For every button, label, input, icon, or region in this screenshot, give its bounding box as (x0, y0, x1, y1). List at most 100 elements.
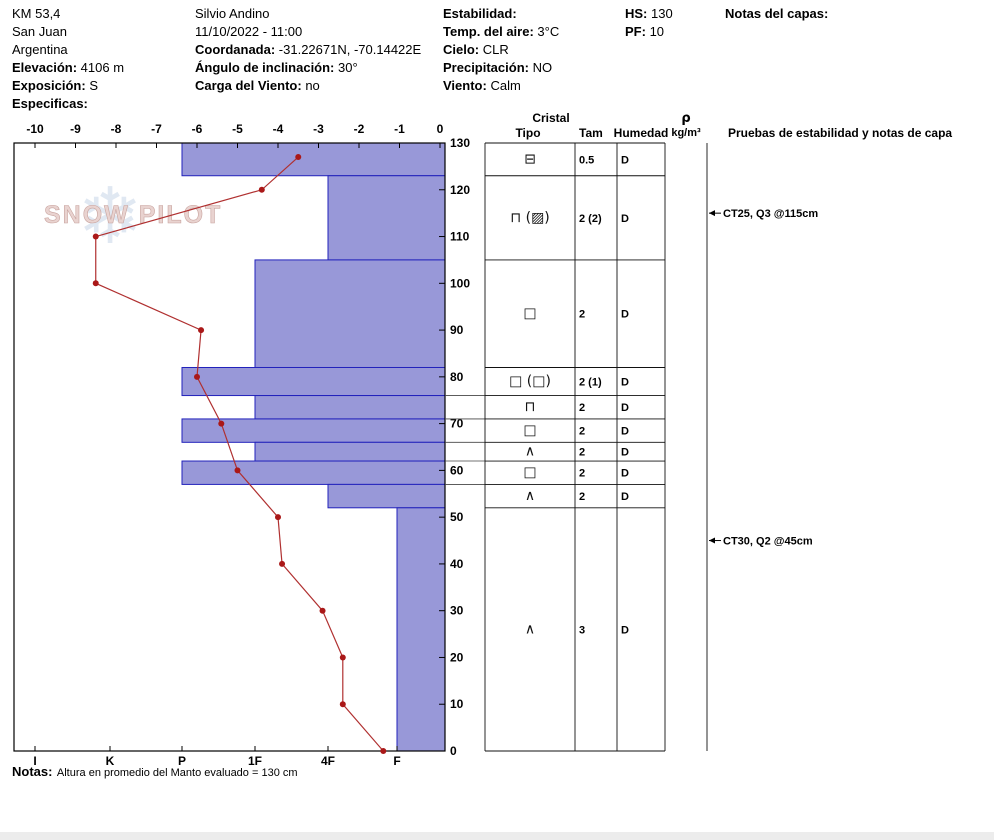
temp-tick-label: -2 (354, 122, 365, 136)
moisture-value: D (621, 491, 629, 503)
height-tick-label: 60 (450, 463, 464, 477)
layer-hardness-bar (396, 507, 446, 752)
temperature-point (92, 280, 99, 287)
field-value: -31.22671N, -70.14422E (278, 42, 422, 57)
height-tick-label: 50 (450, 510, 464, 524)
hs-total-depth: HS: 130 (625, 5, 673, 23)
field-value: NO (532, 60, 553, 75)
footer-notes: Notas: Altura en promedio del Manto eval… (12, 763, 298, 781)
moisture-value: D (621, 402, 629, 414)
grain-size-value: 2 (579, 468, 585, 480)
temperature-point (339, 654, 346, 661)
layer-notes: Notas del capas: (725, 5, 828, 23)
temperature-line (95, 156, 384, 752)
col-header-cristal: Cristal (532, 111, 569, 125)
moisture-value: D (621, 213, 629, 225)
hardness-tick-label: 4F (321, 754, 335, 768)
grain-size-value: 2 (579, 402, 585, 414)
grain-type-symbol: ⊟ (524, 151, 536, 167)
moisture-value: D (621, 468, 629, 480)
temp-tick-label: 0 (437, 122, 444, 136)
header-col-layer-notes: Notas del capas: (725, 5, 828, 23)
country: Argentina (12, 41, 124, 59)
snowpilot-watermark: SNOW PILOT (44, 201, 222, 229)
plot-border (13, 142, 446, 752)
stability-test-note: CT30, Q2 @45cm (723, 536, 813, 548)
horizontal-scrollbar[interactable] (0, 832, 994, 840)
observer: Silvio Andino (195, 5, 421, 23)
specifics: Especificas: (12, 95, 124, 113)
field-label: Exposición: (12, 78, 86, 93)
grain-type-symbol: ⊓ (525, 399, 536, 415)
temp-tick-label: -1 (394, 122, 405, 136)
header-col-location: KM 53,4 San Juan Argentina Elevación: 41… (12, 5, 124, 113)
field-value: S (89, 78, 98, 93)
grain-size-value: 2 (579, 447, 585, 459)
temp-tick-label: -5 (232, 122, 243, 136)
pf-pit-depth: PF: 10 (625, 23, 673, 41)
temperature-point (275, 514, 281, 521)
field-value: 30° (338, 60, 358, 75)
temperature-point (194, 373, 200, 380)
field-value: Argentina (12, 42, 68, 57)
moisture-value: D (621, 447, 629, 459)
grain-type-symbol: □ (523, 306, 536, 322)
field-label: Viento: (443, 78, 487, 93)
height-tick-label: 110 (450, 230, 470, 244)
grain-size-value: 2 (1) (579, 377, 602, 389)
temperature-point (218, 420, 225, 427)
field-label: Elevación: (12, 60, 78, 75)
layer-hardness-bar (254, 441, 446, 462)
precipitation: Precipitación: NO (443, 59, 559, 77)
height-tick-label: 90 (450, 323, 464, 337)
temperature-point (234, 467, 241, 474)
temp-tick-label: -9 (70, 122, 81, 136)
notes-label: Notas: (12, 764, 53, 779)
moisture-value: D (621, 377, 629, 389)
temperature-point (258, 186, 265, 193)
field-label: Especificas: (12, 96, 88, 111)
field-label: Precipitación: (443, 60, 529, 75)
field-label: PF: (625, 24, 646, 39)
layer-hardness-bar (327, 483, 446, 509)
temp-tick-label: -8 (111, 122, 122, 136)
field-label: Ángulo de inclinación: (195, 60, 335, 75)
pit-name: KM 53,4 (12, 5, 124, 23)
temp-tick-label: -10 (26, 122, 44, 136)
height-tick-label: 130 (450, 136, 470, 150)
grain-size-value: 2 (579, 426, 585, 438)
col-header-stability-tests: Pruebas de estabilidad y notas de capa (728, 126, 952, 140)
hardness-tick-label: F (393, 754, 400, 768)
layer-hardness-bar (254, 395, 446, 420)
temp-tick-label: -4 (273, 122, 284, 136)
temperature-point (295, 154, 302, 161)
temp-tick-label: -7 (151, 122, 162, 136)
stability-test-note: CT25, Q3 @115cm (723, 208, 818, 220)
wind-loading: Carga del Viento: no (195, 77, 421, 95)
grain-type-symbol: □ (□) (509, 374, 551, 390)
note-arrow-head-icon (709, 537, 715, 544)
temperature-point (279, 560, 286, 567)
height-tick-label: 70 (450, 417, 464, 431)
hardness-tick-label: P (178, 754, 186, 768)
field-value: 130 (651, 6, 673, 21)
temperature-point (198, 327, 205, 334)
notes-value: Altura en promedio del Manto evaluado = … (56, 767, 298, 779)
temp-tick-label: -3 (313, 122, 324, 136)
col-header-humedad: Humedad (614, 126, 669, 140)
layer-hardness-bar (327, 175, 446, 261)
grain-size-value: 0.5 (579, 154, 594, 166)
field-value: 10 (649, 24, 665, 39)
field-label: Temp. del aire: (443, 24, 534, 39)
height-tick-label: 0 (450, 744, 457, 758)
temperature-point (319, 607, 326, 614)
grain-type-symbol: ∧ (525, 444, 535, 460)
grain-size-value: 2 (579, 309, 585, 321)
moisture-value: D (621, 154, 629, 166)
field-value: Calm (490, 78, 521, 93)
elevation: Elevación: 4106 m (12, 59, 124, 77)
field-label: Carga del Viento: (195, 78, 302, 93)
sky: Cielo: CLR (443, 41, 559, 59)
field-value: 4106 m (80, 60, 125, 75)
snowflake-logo-icon: ❄ (77, 172, 142, 262)
